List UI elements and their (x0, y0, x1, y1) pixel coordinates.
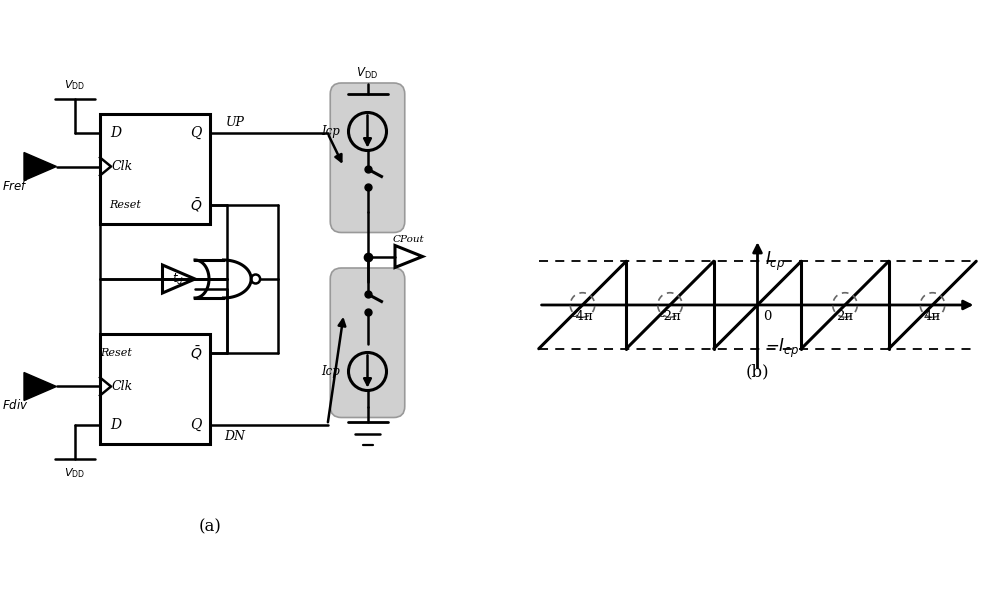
Text: CPout: CPout (393, 236, 424, 245)
Text: $-I_{cp}$: $-I_{cp}$ (765, 337, 799, 361)
Bar (100, 334, 210, 444)
Text: 2π: 2π (836, 310, 854, 324)
Polygon shape (395, 246, 422, 267)
Bar (100, 114, 210, 224)
Text: (b): (b) (746, 363, 769, 380)
Text: -2π: -2π (659, 310, 681, 324)
Text: $Fref$: $Fref$ (2, 178, 28, 193)
Text: DN: DN (224, 429, 246, 443)
Text: Reset: Reset (109, 200, 141, 210)
Text: Icp: Icp (321, 125, 340, 138)
Text: Clk: Clk (112, 160, 133, 173)
Text: $\bar{Q}$: $\bar{Q}$ (190, 344, 202, 362)
Text: UP: UP (226, 115, 244, 129)
FancyBboxPatch shape (330, 83, 405, 233)
Text: Q: Q (190, 126, 202, 140)
Text: 4π: 4π (924, 310, 941, 324)
FancyBboxPatch shape (330, 268, 405, 417)
Text: -4π: -4π (572, 310, 593, 324)
Text: D: D (110, 418, 122, 432)
Text: $t_d$: $t_d$ (172, 271, 183, 286)
Text: $I_{cp}$: $I_{cp}$ (765, 249, 786, 273)
Text: Reset: Reset (100, 348, 132, 358)
Text: 0: 0 (763, 310, 771, 324)
Text: $\bar{Q}$: $\bar{Q}$ (190, 196, 202, 214)
Text: $Fdiv$: $Fdiv$ (2, 398, 28, 413)
Polygon shape (24, 152, 56, 181)
Text: $V_{\mathrm{DD}}$: $V_{\mathrm{DD}}$ (356, 65, 379, 81)
Text: $V_{\mathrm{DD}}$: $V_{\mathrm{DD}}$ (64, 466, 86, 480)
Text: Q: Q (190, 418, 202, 432)
Polygon shape (162, 265, 195, 293)
Text: Clk: Clk (112, 380, 133, 393)
Text: (a): (a) (199, 518, 221, 535)
Polygon shape (24, 373, 56, 401)
Text: Icp: Icp (321, 365, 340, 378)
Text: D: D (110, 126, 122, 140)
Text: $V_{\mathrm{DD}}$: $V_{\mathrm{DD}}$ (64, 78, 86, 92)
